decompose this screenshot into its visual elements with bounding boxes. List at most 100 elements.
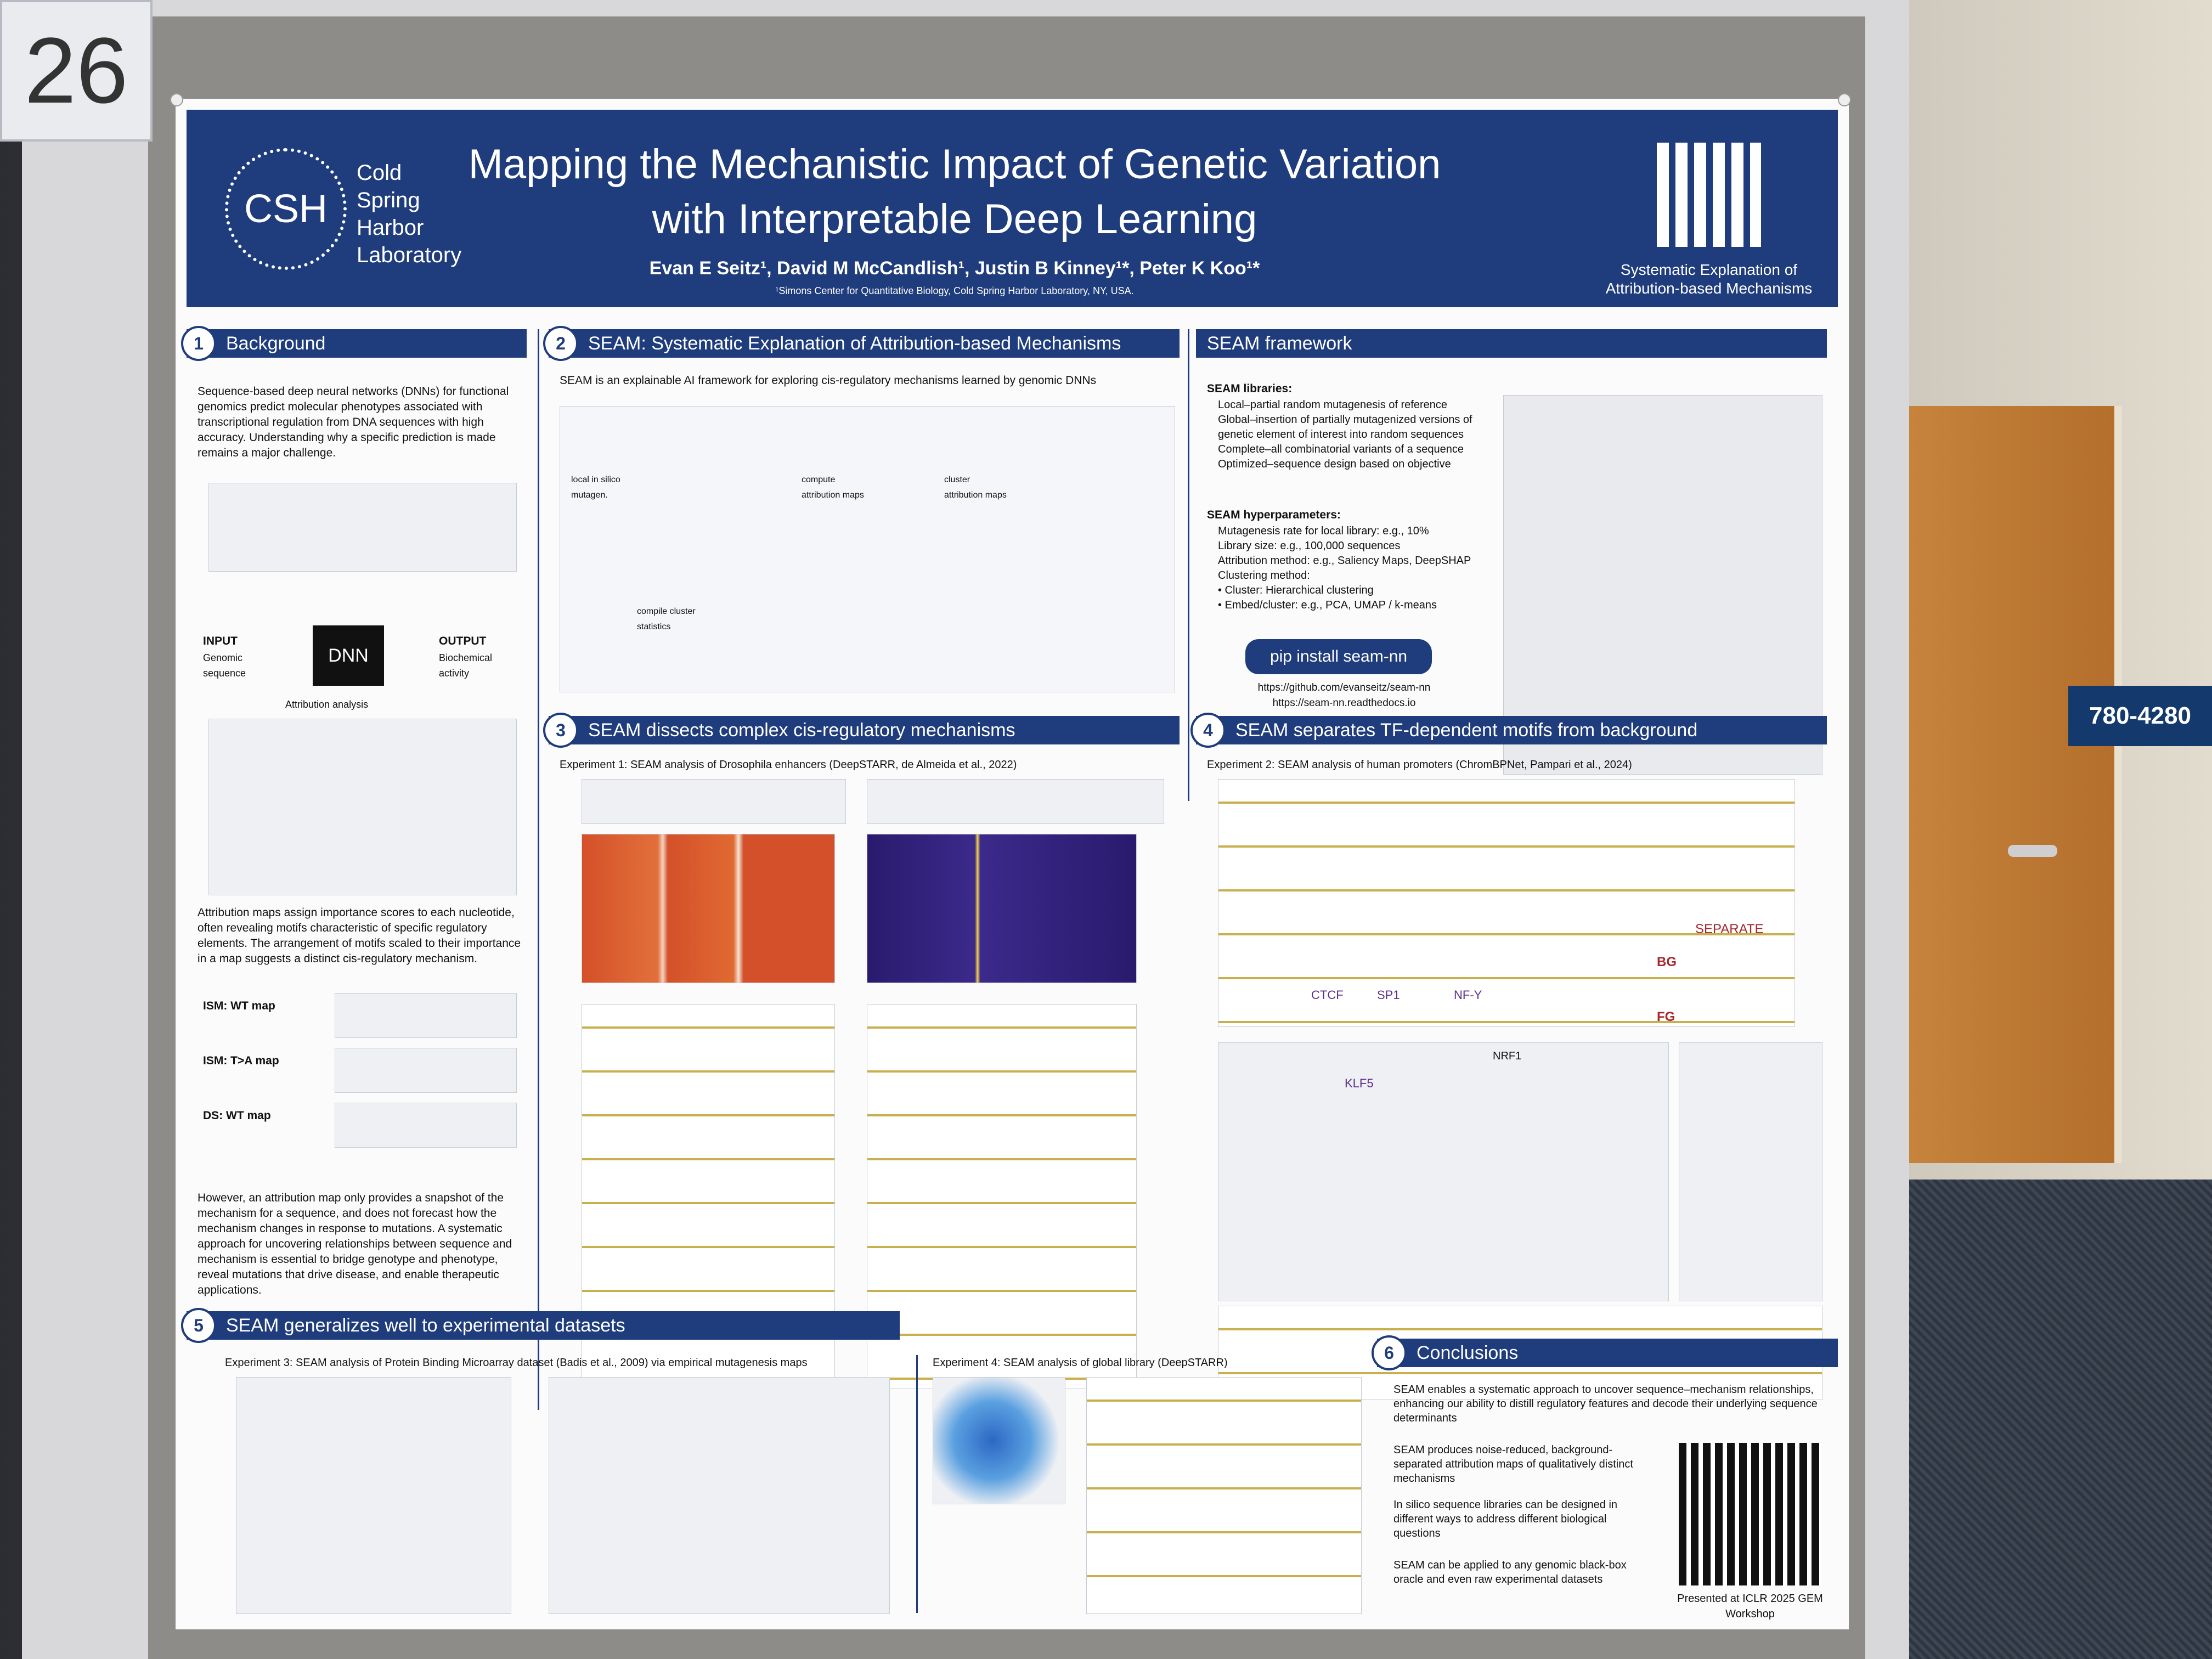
cluster-average-maps-b: [867, 1004, 1137, 1389]
docs-link: https://seam-nn.readthedocs.io: [1272, 697, 1416, 709]
attribution-map-figure: [208, 719, 517, 895]
section-title: SEAM: Systematic Explanation of Attribut…: [588, 332, 1121, 354]
column-divider: [538, 329, 539, 1410]
experiment-2-caption: Experiment 2: SEAM analysis of human pro…: [1207, 759, 1632, 771]
libraries-list: Local–partial random mutagenesis of refe…: [1218, 398, 1503, 472]
bg-label: BG: [1657, 955, 1677, 969]
seam-pipeline-figure: local in silico mutagen. compute attribu…: [560, 406, 1175, 692]
wt-map-a: [582, 779, 846, 824]
logo-track: [335, 1103, 517, 1148]
umap-scatter: [933, 1377, 1065, 1504]
section-number: 5: [181, 1308, 216, 1343]
section-title: Background: [226, 332, 326, 354]
poster: CSH Cold Spring Harbor Laboratory Mappin…: [170, 93, 1851, 1629]
booth-number-card: 26: [0, 0, 153, 142]
experiment-3-caption: Experiment 3: SEAM analysis of Protein B…: [225, 1357, 808, 1369]
list-item: Complete–all combinatorial variants of a…: [1218, 443, 1464, 455]
door-handle: [2008, 845, 2057, 857]
institution-line: Cold: [357, 161, 402, 185]
pipeline-step: compute attribution maps: [802, 475, 864, 500]
csh-mark: CSH: [244, 187, 328, 231]
section-number: 3: [543, 713, 578, 748]
dnn-prediction-plot: [1679, 1042, 1822, 1301]
column-divider: [1188, 329, 1189, 801]
title-line: with Interpretable Deep Learning: [652, 196, 1257, 242]
input-label: INPUT: [203, 635, 238, 647]
section-1-header: 1 Background: [181, 326, 527, 361]
list-item: • Embed/cluster: e.g., PCA, UMAP / k-mea…: [1218, 599, 1437, 611]
pip-install-badge: pip install seam-nn: [1245, 639, 1432, 674]
map-label: DS: WT map: [203, 1109, 271, 1122]
assay-icons-figure: [208, 483, 517, 572]
list-item: Clustering method:: [1218, 569, 1310, 582]
promoter-tracks-figure: [1218, 779, 1795, 1027]
conclusion-point: SEAM enables a systematic approach to un…: [1393, 1384, 1818, 1424]
pipeline-step: compile cluster statistics: [637, 607, 696, 631]
pushpin: [170, 93, 183, 106]
fg-label: FG: [1657, 1009, 1675, 1024]
list-item: Library size: e.g., 100,000 sequences: [1218, 540, 1401, 552]
section-number: 6: [1372, 1335, 1407, 1370]
logo-track: [335, 993, 517, 1038]
institution-line: Spring: [357, 188, 420, 212]
institution-name: Cold Spring Harbor Laboratory: [357, 159, 461, 269]
section-title: SEAM separates TF-dependent motifs from …: [1235, 719, 1698, 741]
seam-map-average-column: [1086, 1377, 1362, 1614]
pushpin: [1838, 93, 1851, 106]
experiment-4-caption: Experiment 4: SEAM analysis of global li…: [933, 1357, 1228, 1369]
list-item: • Cluster: Hierarchical clustering: [1218, 584, 1374, 596]
libraries-heading: SEAM libraries:: [1207, 382, 1293, 395]
qr-code[interactable]: [1679, 1443, 1821, 1585]
map-label: ISM: T>A map: [203, 1054, 279, 1067]
section-title: Conclusions: [1417, 1342, 1519, 1363]
framework-header: SEAM framework: [1196, 329, 1827, 358]
section-3-header: 3 SEAM dissects complex cis-regulatory m…: [543, 713, 1180, 748]
institution-line: Harbor: [357, 216, 424, 240]
section-title: SEAM framework: [1207, 332, 1352, 354]
wt-map-b: [867, 779, 1164, 824]
section-number: 1: [181, 326, 216, 361]
conclusion-point: SEAM can be applied to any genomic black…: [1393, 1559, 1627, 1585]
map-label: ISM: WT map: [203, 1000, 275, 1012]
section-4-header: 4 SEAM separates TF-dependent motifs fro…: [1190, 713, 1827, 748]
hyper-heading: SEAM hyperparameters:: [1207, 509, 1341, 521]
pipeline-step: local in silico mutagen.: [571, 475, 620, 500]
list-item: Global–insertion of partially mutagenize…: [1218, 414, 1472, 441]
input-sub: Genomic sequence: [203, 652, 246, 679]
conclusion-point: In silico sequence libraries can be desi…: [1393, 1499, 1618, 1539]
cluster-heatmap-b: [867, 834, 1137, 983]
list-item: Optimized–sequence design based on objec…: [1218, 458, 1451, 470]
logo-track: [335, 1048, 517, 1093]
motif-label: NF-Y: [1454, 988, 1482, 1002]
background-intro: Sequence-based deep neural networks (DNN…: [198, 385, 509, 459]
background-closing: However, an attribution map only provide…: [198, 1192, 512, 1296]
pbm-logo-grid: [549, 1377, 890, 1614]
section-number: 2: [543, 326, 578, 361]
seam-intro: SEAM is an explainable AI framework for …: [560, 374, 1097, 387]
hyper-list: Mutagenesis rate for local library: e.g.…: [1218, 524, 1503, 613]
wall-sign: 780-4280: [2068, 686, 2212, 746]
section-6-header: 6 Conclusions: [1372, 1335, 1838, 1370]
affiliation: ¹Simons Center for Quantitative Biology,…: [775, 285, 1134, 296]
presented-at: Presented at ICLR 2025 GEM Workshop: [1677, 1593, 1823, 1620]
csh-logo: CSH: [225, 148, 347, 270]
motif-label: KLF5: [1345, 1076, 1374, 1090]
poster-title: Mapping the Mechanistic Impact of Geneti…: [433, 137, 1476, 247]
separate-label: SEPARATE: [1695, 922, 1764, 936]
dnn-box: DNN: [313, 625, 384, 686]
conclusion-point: SEAM produces noise-reduced, background-…: [1393, 1444, 1633, 1485]
motif-label: SP1: [1377, 988, 1400, 1002]
section-2-header: 2 SEAM: Systematic Explanation of Attrib…: [543, 326, 1180, 361]
github-link: https://github.com/evanseitz/seam-nn: [1257, 682, 1431, 693]
pipeline-step: cluster attribution maps: [944, 475, 1007, 500]
list-item: Local–partial random mutagenesis of refe…: [1218, 399, 1448, 411]
section-5-header: 5 SEAM generalizes well to experimental …: [181, 1308, 900, 1343]
list-item: Mutagenesis rate for local library: e.g.…: [1218, 525, 1429, 537]
column-divider: [916, 1355, 918, 1613]
authors: Evan E Seitz¹, David M McCandlish¹, Just…: [649, 258, 1260, 279]
attribution-analysis-label: Attribution analysis: [285, 699, 369, 710]
gui-screenshot-figure: [1503, 395, 1822, 775]
institution-line: Laboratory: [357, 243, 462, 267]
experiment-1-caption: Experiment 1: SEAM analysis of Drosophil…: [560, 759, 1017, 771]
section-title: SEAM dissects complex cis-regulatory mec…: [588, 719, 1015, 741]
